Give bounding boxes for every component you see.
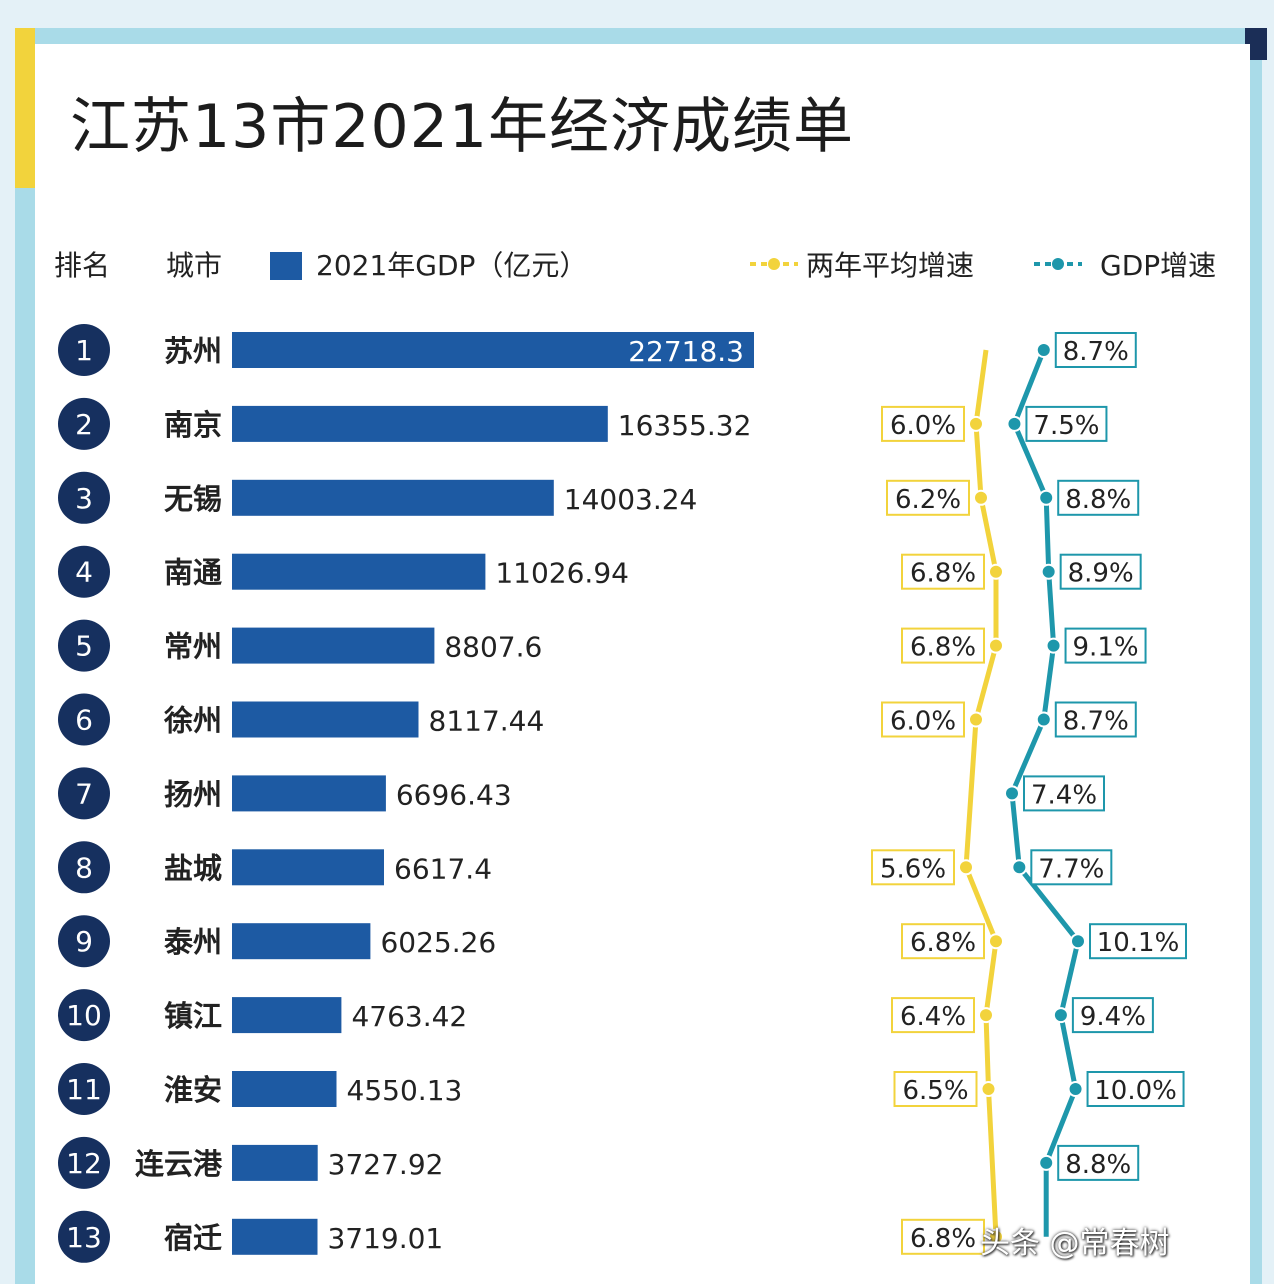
gdp-bar [232, 849, 384, 885]
gdp-growth-label: 7.5% [1033, 411, 1099, 441]
gdp-growth-point [1037, 343, 1051, 357]
gdp-bar [232, 1145, 318, 1181]
avg-growth-point [989, 639, 1003, 653]
gdp-growth-point [1007, 417, 1021, 431]
rank-number: 5 [75, 630, 93, 663]
gdp-value-label: 8807.6 [444, 631, 542, 664]
avg-growth-label: 5.6% [880, 854, 946, 884]
gdp-growth-label: 8.9% [1068, 559, 1134, 589]
rank-number: 4 [75, 556, 93, 589]
rank-number: 1 [75, 334, 93, 367]
rank-number: 2 [75, 408, 93, 441]
gdp-growth-label: 10.1% [1097, 928, 1180, 958]
city-name: 宿迁 [164, 1221, 222, 1255]
avg-growth-label: 6.8% [910, 559, 976, 589]
gdp-growth-label: 8.8% [1065, 1150, 1131, 1180]
gdp-growth-point [1047, 639, 1061, 653]
city-name: 扬州 [164, 777, 222, 811]
gdp-growth-point [1071, 934, 1085, 948]
gdp-bar [232, 628, 434, 664]
avg-growth-point [974, 491, 988, 505]
city-name: 南通 [164, 556, 222, 590]
gdp-bar [232, 997, 341, 1033]
avg-growth-point [989, 934, 1003, 948]
city-name: 泰州 [164, 925, 222, 959]
gdp-growth-point [1005, 786, 1019, 800]
avg-growth-point [969, 417, 983, 431]
gdp-bar [232, 406, 608, 442]
avg-growth-point [979, 1008, 993, 1022]
rank-number: 11 [66, 1073, 102, 1106]
gdp-bar [232, 923, 370, 959]
rank-number: 13 [66, 1221, 102, 1254]
city-name: 无锡 [164, 482, 222, 516]
avg-growth-point [982, 1082, 996, 1096]
gdp-growth-label: 9.4% [1080, 1002, 1146, 1032]
gdp-growth-label: 8.8% [1065, 485, 1131, 515]
city-name: 盐城 [164, 851, 222, 885]
gdp-value-label: 4763.42 [351, 1000, 467, 1033]
gdp-chart: 1 苏州 22718.3 8.7% 2 南京 16355.32 6.0% 7.5% 3 无锡 1400… [0, 0, 1274, 1284]
gdp-bar [232, 702, 419, 738]
gdp-growth-point [1037, 713, 1051, 727]
gdp-growth-point [1039, 491, 1053, 505]
gdp-bar [232, 1219, 318, 1255]
rank-number: 6 [75, 704, 93, 737]
avg-growth-label: 6.8% [910, 928, 976, 958]
rank-number: 9 [75, 925, 93, 958]
avg-growth-point [959, 860, 973, 874]
city-name: 南京 [164, 408, 222, 442]
avg-growth-label: 6.5% [902, 1076, 968, 1106]
gdp-growth-label: 9.1% [1073, 633, 1139, 663]
gdp-value-label: 3719.01 [327, 1222, 443, 1255]
gdp-bar [232, 480, 554, 516]
gdp-value-label: 16355.32 [618, 409, 752, 442]
gdp-value-label: 6696.43 [396, 778, 512, 811]
city-name: 徐州 [163, 704, 222, 738]
gdp-bar [232, 554, 485, 590]
gdp-growth-label: 7.4% [1031, 780, 1097, 810]
gdp-bar [232, 775, 386, 811]
avg-growth-label: 6.0% [890, 411, 956, 441]
rank-number: 7 [75, 777, 93, 810]
source-watermark: 头条 @常春树 [980, 1218, 1170, 1262]
avg-growth-label: 6.8% [910, 1224, 976, 1254]
gdp-value-label: 22718.3 [628, 335, 744, 368]
gdp-growth-label: 8.7% [1063, 337, 1129, 367]
gdp-bar [232, 1071, 337, 1107]
gdp-value-label: 14003.24 [564, 483, 698, 516]
avg-growth-point [989, 565, 1003, 579]
gdp-value-label: 11026.94 [495, 557, 629, 590]
gdp-growth-point [1012, 860, 1026, 874]
gdp-growth-label: 10.0% [1094, 1076, 1177, 1106]
avg-growth-point [969, 713, 983, 727]
avg-growth-label: 6.2% [895, 485, 961, 515]
gdp-growth-point [1054, 1008, 1068, 1022]
avg-growth-label: 6.4% [900, 1002, 966, 1032]
gdp-growth-point [1039, 1156, 1053, 1170]
gdp-growth-point [1042, 565, 1056, 579]
avg-growth-label: 6.0% [890, 707, 956, 737]
gdp-value-label: 8117.44 [429, 705, 545, 738]
avg-growth-label: 6.8% [910, 633, 976, 663]
rank-number: 3 [75, 482, 93, 515]
rank-number: 12 [66, 1147, 102, 1180]
gdp-growth-point [1069, 1082, 1083, 1096]
gdp-value-label: 3727.92 [328, 1148, 444, 1181]
gdp-growth-label: 7.7% [1038, 854, 1104, 884]
gdp-value-label: 4550.13 [347, 1074, 463, 1107]
gdp-value-label: 6617.4 [394, 852, 492, 885]
city-name: 常州 [164, 630, 222, 664]
gdp-value-label: 6025.26 [380, 926, 496, 959]
rank-number: 10 [66, 999, 102, 1032]
city-name: 淮安 [164, 1073, 222, 1107]
city-name: 连云港 [135, 1147, 223, 1181]
gdp-growth-label: 8.7% [1063, 707, 1129, 737]
city-name: 苏州 [164, 334, 222, 368]
rank-number: 8 [75, 851, 93, 884]
city-name: 镇江 [164, 999, 222, 1033]
